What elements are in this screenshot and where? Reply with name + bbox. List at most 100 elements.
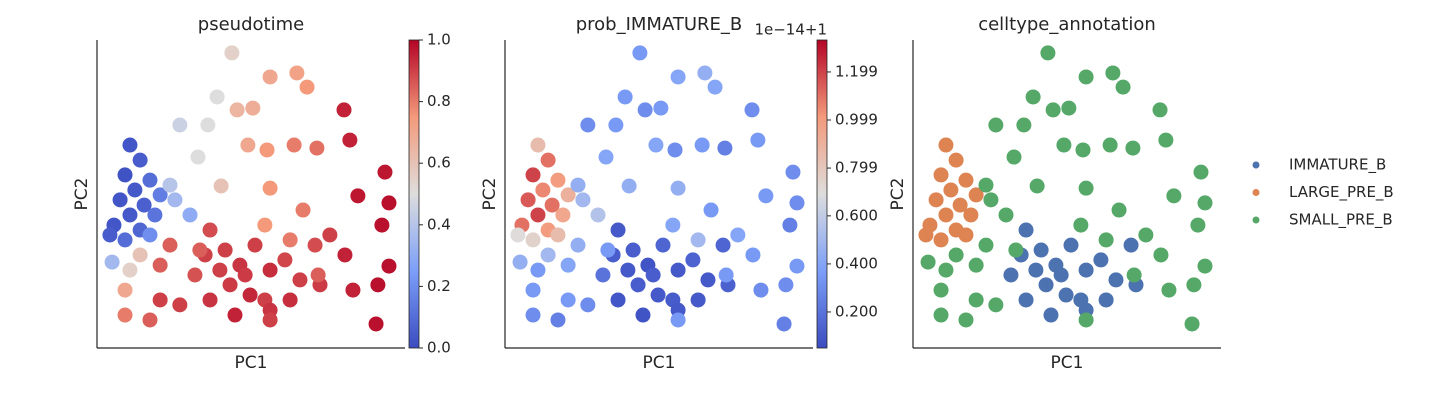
point [1016, 117, 1032, 133]
plot-area [102, 45, 397, 332]
point [132, 247, 148, 263]
point [535, 182, 551, 198]
point [257, 217, 273, 233]
colorbar-tick-label: 0.4 [427, 215, 451, 233]
point [707, 79, 723, 95]
point [368, 316, 384, 332]
colorbar-offset: 1e−14+1 [754, 21, 827, 39]
point [650, 287, 666, 303]
point [182, 207, 198, 223]
point [112, 192, 128, 208]
point [202, 292, 218, 308]
point [744, 102, 760, 118]
point [600, 242, 616, 258]
point [1186, 277, 1202, 293]
point [560, 187, 576, 203]
point [550, 172, 566, 188]
point [952, 197, 968, 213]
point [259, 142, 275, 158]
point [289, 65, 305, 81]
point [928, 192, 944, 208]
point [217, 242, 233, 258]
point [978, 237, 994, 253]
plot-area [918, 45, 1213, 332]
point [968, 187, 984, 203]
point [1184, 316, 1200, 332]
point [978, 177, 994, 193]
point [920, 254, 936, 270]
point [694, 137, 710, 153]
point [1197, 195, 1213, 211]
point [610, 222, 626, 238]
point [117, 282, 133, 298]
point [322, 227, 338, 243]
point [730, 227, 746, 243]
point [200, 117, 216, 133]
colorbar [816, 39, 828, 349]
point [1093, 252, 1109, 268]
point [309, 140, 325, 156]
point [342, 132, 358, 148]
point [670, 312, 686, 328]
y-axis-label: PC2 [888, 178, 908, 211]
point [776, 316, 792, 332]
point [350, 188, 366, 204]
point [625, 242, 641, 258]
point [336, 102, 352, 118]
point [948, 247, 964, 263]
point [718, 267, 734, 283]
point [172, 297, 188, 313]
point [968, 257, 984, 273]
point [648, 137, 664, 153]
point [958, 227, 974, 243]
point [1073, 217, 1089, 233]
point [286, 137, 302, 153]
point [1125, 140, 1141, 156]
legend-swatch [1252, 216, 1260, 224]
point [1038, 277, 1054, 293]
point [512, 254, 528, 270]
point [598, 149, 614, 165]
point [745, 247, 761, 263]
point [620, 262, 636, 278]
y-axis-label: PC2 [480, 178, 500, 211]
point [943, 182, 959, 198]
point [540, 247, 556, 263]
point [142, 227, 158, 243]
point [570, 237, 586, 253]
point [1123, 237, 1139, 253]
point [750, 132, 766, 148]
point [1061, 100, 1077, 116]
point [933, 282, 949, 298]
point [1008, 242, 1024, 258]
point [1018, 292, 1034, 308]
point [983, 192, 999, 208]
point [938, 207, 954, 223]
point [1193, 164, 1209, 180]
point [998, 207, 1014, 223]
colorbar-tick-label: 0.2 [427, 277, 451, 295]
point [645, 267, 661, 283]
point [580, 297, 596, 313]
point [299, 79, 315, 95]
point [142, 172, 158, 188]
point [550, 227, 566, 243]
point [617, 89, 633, 105]
point [142, 312, 158, 328]
point [550, 312, 566, 328]
point [345, 282, 361, 298]
point [782, 217, 798, 233]
point [104, 254, 120, 270]
point [1078, 262, 1094, 278]
point [637, 102, 653, 118]
x-axis-label: PC1 [643, 353, 676, 373]
point [292, 272, 308, 288]
point [948, 152, 964, 168]
point [1078, 312, 1094, 328]
point [520, 192, 536, 208]
point [968, 292, 984, 308]
point [212, 262, 228, 278]
point [789, 258, 805, 274]
point [590, 207, 606, 223]
